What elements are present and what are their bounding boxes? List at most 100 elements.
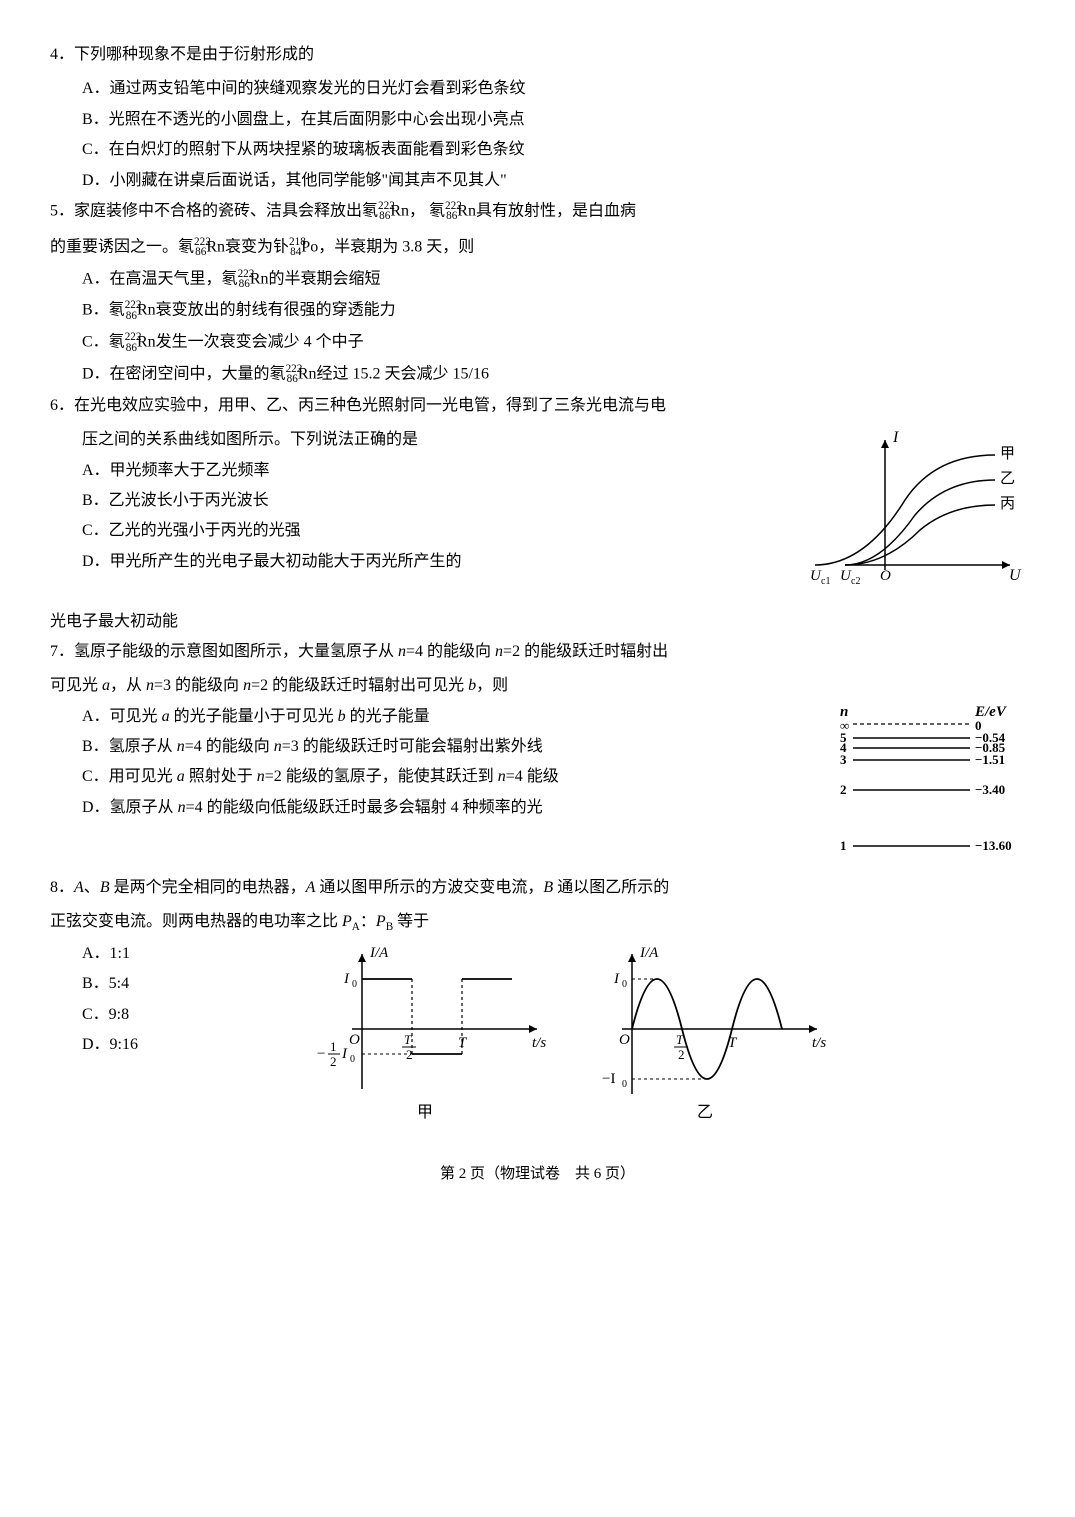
svg-text:c2: c2 xyxy=(851,576,860,587)
q7a1: a xyxy=(102,677,110,694)
q7-stem2: 可见光 a，从 n=3 的能级向 n=2 的能级跃迁时辐射出可见光 b，则 xyxy=(50,671,1025,701)
q8A1: A xyxy=(74,879,84,896)
svg-text:I/A: I/A xyxy=(369,945,389,961)
q7n1: n xyxy=(398,643,406,660)
svg-text:2: 2 xyxy=(678,1047,685,1062)
svg-text:丙: 丙 xyxy=(1000,496,1015,512)
q8P1: P xyxy=(342,913,352,930)
q4-opt-b: B．光照在不透光的小圆盘上，在其后面阴影中心会出现小亮点 xyxy=(50,105,1025,135)
q7Ab: 的光子能量小于可见光 xyxy=(170,708,338,725)
q5-opt-d: D．在密闭空间中，大量的氡22286Rn经过 15.2 天会减少 15/16 xyxy=(50,359,1025,391)
svg-text:0: 0 xyxy=(622,1079,627,1090)
rn-sym-4: Rn xyxy=(250,270,269,287)
page-footer: 第 2 页（物理试卷 共 6 页） xyxy=(50,1160,1025,1189)
q6-opt-b: B．乙光波长小于丙光波长 xyxy=(50,486,765,516)
svg-text:2: 2 xyxy=(330,1054,337,1069)
rn-sym-6: Rn xyxy=(137,333,156,350)
q7s1b: =4 的能级向 xyxy=(406,643,495,660)
svg-text:2: 2 xyxy=(406,1047,413,1062)
q8-stem1: 8．A、B 是两个完全相同的电热器，A 通以图甲所示的方波交变电流，B 通以图乙… xyxy=(50,873,1025,903)
rn-sym-7: Rn xyxy=(298,365,317,382)
q8-stem2: 正弦交变电流。则两电热器的电功率之比 PA：PB 等于 xyxy=(50,907,1025,938)
q7Cc: =2 能级的氢原子，能使其跃迁到 xyxy=(265,768,498,785)
q7Db: =4 的能级向低能级跃迁时最多会辐射 4 种频率的光 xyxy=(186,799,543,816)
q5a-b: 的半衰期会缩短 xyxy=(269,270,381,287)
q6-stem2: 压之间的关系曲线如图所示。下列说法正确的是 xyxy=(50,425,765,455)
q5-s1a: 5．家庭装修中不合格的瓷砖、洁具会释放出氡 xyxy=(50,202,378,219)
rn-z-5: 86 xyxy=(126,310,137,322)
svg-text:乙: 乙 xyxy=(697,1104,713,1121)
rn-z-4: 86 xyxy=(239,278,250,290)
q7s1c: =2 的能级跃迁时辐射出 xyxy=(503,643,668,660)
q7Cd: =4 能级 xyxy=(506,768,559,785)
q7Ca2: a xyxy=(177,768,185,785)
rn-z-3: 86 xyxy=(195,246,206,258)
svg-text:−3.40: −3.40 xyxy=(975,782,1005,797)
svg-text:I: I xyxy=(341,1046,348,1062)
q7s2e: ，则 xyxy=(476,677,508,694)
svg-text:I/A: I/A xyxy=(639,945,659,961)
svg-text:t/s: t/s xyxy=(532,1035,546,1051)
svg-text:T: T xyxy=(676,1032,684,1047)
q5-opt-a: A．在高温天气里，氡22286Rn的半衰期会缩短 xyxy=(50,264,1025,296)
svg-text:0: 0 xyxy=(622,979,627,990)
svg-text:O: O xyxy=(880,568,891,584)
q8B2: B xyxy=(543,879,553,896)
q6-opt-a: A．甲光频率大于乙光频率 xyxy=(50,456,765,486)
svg-text:−: − xyxy=(317,1046,325,1062)
q7Cn2: n xyxy=(498,768,506,785)
q6-tail: 光电子最大初动能 xyxy=(50,607,1025,637)
svg-text:0: 0 xyxy=(352,979,357,990)
q8s1e: 通以图乙所示的 xyxy=(553,879,669,896)
svg-text:I: I xyxy=(343,971,350,987)
q5-s1b: ， 氡 xyxy=(409,202,445,219)
q7Ab2: b xyxy=(338,708,346,725)
q5-s1c: 具有放射性，是白血病 xyxy=(476,202,636,219)
q8s1a: 8． xyxy=(50,879,74,896)
q7n2: n xyxy=(495,643,503,660)
svg-text:1: 1 xyxy=(840,838,847,853)
q7s1a: 7．氢原子能级的示意图如图所示，大量氢原子从 xyxy=(50,643,398,660)
q8P2: P xyxy=(376,913,386,930)
svg-text:I: I xyxy=(892,429,899,446)
svg-text:T: T xyxy=(458,1035,468,1051)
q7Cn1: n xyxy=(257,768,265,785)
rn-sym-1: Rn xyxy=(390,202,409,219)
q4-opt-c: C．在白炽灯的照射下从两块捏紧的玻璃板表面能看到彩色条纹 xyxy=(50,135,1025,165)
q8-opt-a: A．1:1 xyxy=(82,939,282,969)
q7s2d: =2 的能级跃迁时辐射出可见光 xyxy=(251,677,468,694)
q8A2: A xyxy=(306,879,316,896)
q7Bn2: n xyxy=(274,738,282,755)
rn-sym-5: Rn xyxy=(137,302,156,319)
q8s1c: 是两个完全相同的电热器， xyxy=(110,879,306,896)
q5-stem2: 的重要诱因之一。氡22286Rn衰变为钋21884Po，半衰期为 3.8 天，则 xyxy=(50,232,1025,264)
q5-opt-c: C．氡22286Rn发生一次衰变会减少 4 个中子 xyxy=(50,327,1025,359)
q7-stem1: 7．氢原子能级的示意图如图所示，大量氢原子从 n=4 的能级向 n=2 的能级跃… xyxy=(50,637,1025,667)
po-z: 84 xyxy=(290,246,301,258)
svg-text:0: 0 xyxy=(350,1054,355,1065)
q8s1d: 通以图甲所示的方波交变电流， xyxy=(315,879,543,896)
q7b1: b xyxy=(468,677,476,694)
q7-opt-c: C．用可见光 a 照射处于 n=2 能级的氢原子，能使其跃迁到 n=4 能级 xyxy=(50,762,825,792)
q8s1b: 、 xyxy=(84,879,100,896)
q8s2a: 正弦交变电流。则两电热器的电功率之比 xyxy=(50,913,342,930)
q4-opt-a: A．通过两支铅笔中间的狭缝观察发光的日光灯会看到彩色条纹 xyxy=(50,74,1025,104)
q5b-b: 衰变放出的射线有很强的穿透能力 xyxy=(156,302,396,319)
svg-text:U: U xyxy=(1009,567,1022,584)
q7s2c: =3 的能级向 xyxy=(154,677,243,694)
q7-opt-a: A．可见光 a 的光子能量小于可见光 b 的光子能量 xyxy=(50,702,825,732)
svg-text:2: 2 xyxy=(840,782,847,797)
svg-text:I: I xyxy=(613,971,620,987)
q4-opt-d: D．小刚藏在讲桌后面说话，其他同学能够"闻其声不见其人" xyxy=(50,166,1025,196)
rn-z-1: 86 xyxy=(379,210,390,222)
q8s2b: ： xyxy=(360,913,376,930)
rn-sym-3: Rn xyxy=(206,238,225,255)
q7Cb: 照射处于 xyxy=(185,768,257,785)
svg-text:3: 3 xyxy=(840,752,847,767)
q7Bb: =4 的能级向 xyxy=(185,738,274,755)
q7Bc: =3 的能级跃迁时可能会辐射出紫外线 xyxy=(282,738,543,755)
q6-figure: I U 甲 乙 丙 U c1 U c2 O xyxy=(765,425,1025,606)
q6-opt-d: D．甲光所产生的光电子最大初动能大于丙光所产生的 xyxy=(50,547,765,577)
q5a-a: A．在高温天气里，氡 xyxy=(82,270,238,287)
svg-text:−I: −I xyxy=(602,1071,615,1087)
